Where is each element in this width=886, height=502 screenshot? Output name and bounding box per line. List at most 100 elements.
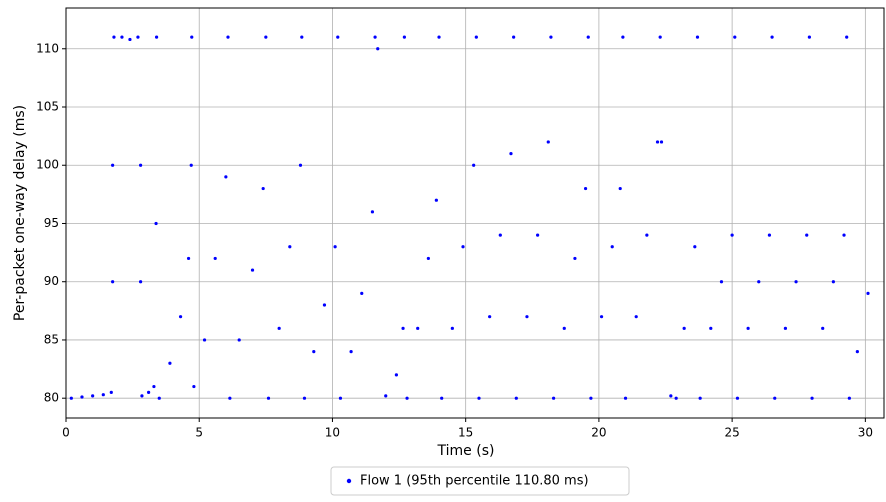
point: [794, 280, 798, 284]
point: [190, 35, 194, 39]
legend-box: [330, 466, 630, 496]
point: [810, 396, 814, 400]
point: [192, 384, 196, 389]
point: [154, 221, 158, 226]
point: [807, 35, 811, 39]
point: [805, 233, 809, 237]
point: [525, 315, 529, 319]
point: [767, 233, 772, 237]
point: [855, 350, 859, 354]
point: [655, 140, 660, 144]
point: [562, 326, 566, 330]
point: [509, 151, 513, 156]
point: [136, 35, 140, 39]
point: [659, 140, 664, 144]
point: [186, 256, 191, 261]
point: [669, 394, 673, 398]
point: [514, 396, 518, 400]
x-tick-label: 5: [195, 426, 203, 440]
point: [426, 256, 430, 261]
plot-frame: [65, 7, 885, 419]
point: [112, 35, 116, 39]
point: [322, 303, 327, 307]
point: [842, 233, 846, 237]
y-tick-label: 85: [44, 332, 59, 346]
point: [658, 35, 662, 39]
point: [698, 396, 702, 400]
point: [128, 37, 132, 42]
point: [730, 233, 734, 237]
point: [634, 315, 638, 319]
point: [140, 394, 144, 398]
point: [549, 35, 553, 39]
x-tick-label: 25: [724, 426, 739, 440]
y-tick-label: 90: [44, 274, 59, 288]
point: [266, 396, 271, 400]
point: [157, 396, 161, 400]
point: [405, 396, 409, 400]
point: [416, 326, 420, 330]
point: [384, 394, 388, 398]
point: [213, 256, 217, 261]
legend-label: Flow 1 (95th percentile 110.80 ms): [360, 474, 589, 489]
point: [146, 390, 151, 394]
point: [477, 396, 481, 400]
point: [472, 163, 476, 167]
point: [623, 396, 628, 400]
point: [831, 280, 835, 284]
point: [302, 396, 307, 400]
point: [111, 280, 115, 284]
point: [589, 396, 593, 400]
point: [402, 35, 406, 39]
point: [120, 35, 124, 39]
point: [189, 163, 193, 167]
point: [401, 326, 405, 330]
y-tick-label: 110: [36, 41, 59, 55]
point: [821, 326, 825, 330]
point: [237, 338, 241, 342]
point: [139, 280, 143, 284]
point: [621, 35, 625, 39]
x-tick-label: 10: [325, 426, 340, 440]
point: [152, 384, 156, 389]
point: [583, 186, 588, 191]
point: [109, 390, 113, 394]
point: [250, 268, 255, 272]
point: [674, 396, 678, 400]
point: [866, 291, 870, 295]
point: [226, 35, 230, 39]
point: [546, 140, 550, 144]
point: [434, 198, 438, 202]
point: [373, 35, 377, 39]
point: [69, 396, 73, 400]
point: [264, 35, 268, 39]
point: [573, 256, 577, 261]
point: [512, 35, 516, 39]
point: [847, 396, 851, 400]
point: [783, 326, 788, 330]
legend-marker: [346, 478, 352, 484]
point: [91, 394, 95, 398]
point: [709, 326, 713, 330]
point: [202, 338, 207, 342]
point: [770, 35, 774, 39]
point: [288, 245, 292, 249]
point: [645, 233, 649, 237]
point: [610, 245, 614, 249]
point: [224, 175, 228, 179]
point: [488, 315, 492, 319]
point: [498, 233, 502, 237]
point: [450, 326, 454, 330]
point: [552, 396, 556, 400]
point: [168, 361, 172, 365]
point: [695, 35, 700, 39]
point: [599, 315, 604, 319]
point: [101, 393, 105, 397]
point: [845, 35, 849, 39]
point: [333, 245, 337, 249]
point: [336, 35, 340, 39]
point: [111, 163, 115, 167]
point: [440, 396, 444, 400]
point: [586, 35, 590, 39]
